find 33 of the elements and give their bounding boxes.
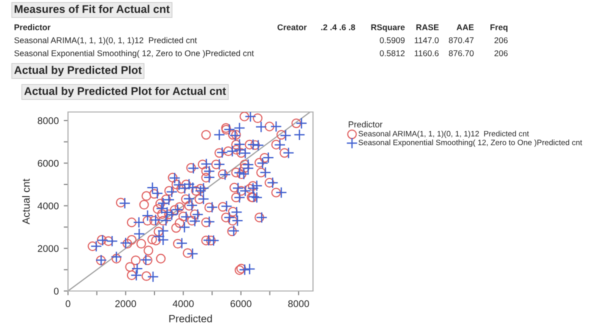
x-tick-label: 8000	[288, 300, 310, 308]
text: Actual by Predicted Plot	[14, 66, 142, 76]
text: 876.70	[448, 50, 474, 56]
text: .2 .4 .6 .8	[321, 24, 356, 30]
text: RSquare	[371, 24, 405, 32]
y-tick-label: 8000	[38, 117, 59, 124]
text: Seasonal Exponential Smoothing( 12, Zero to One )Predicted cnt	[14, 50, 254, 58]
text: 1160.6	[414, 50, 439, 56]
text: 870.47	[448, 37, 474, 44]
y-tick-label: 2000	[38, 245, 59, 252]
text: Freq	[490, 24, 508, 32]
y-axis-title: Actual cnt	[22, 178, 30, 224]
x-tick-label: 4000	[172, 300, 194, 308]
x-tick-label: 6000	[230, 300, 252, 308]
text: Creator	[278, 24, 307, 30]
text: 206	[494, 37, 508, 44]
x-tick-label: 2000	[115, 300, 136, 308]
text: Predictor	[14, 24, 50, 30]
text: 0.5909	[380, 37, 405, 44]
text: Measures of Fit for Actual cnt	[14, 4, 170, 13]
y-tick-label: 6000	[38, 160, 59, 167]
y-tick-label: 4000	[38, 202, 59, 210]
y-tick-label: 0	[54, 288, 59, 295]
text: 206	[494, 50, 508, 56]
text: 0.5812	[380, 50, 405, 56]
text: 1147.0	[414, 37, 439, 44]
chart-title: Actual by Predicted Plot for Actual cnt	[24, 86, 226, 98]
legend-title: Predictor	[348, 121, 382, 128]
x-tick-label: 0	[66, 300, 70, 308]
text: Seasonal ARIMA(1, 1, 1)(0, 1, 1)12 Predicted cnt	[14, 37, 197, 45]
text: AAE	[456, 24, 474, 30]
x-axis-title: Predicted	[169, 314, 212, 322]
text: RASE	[416, 24, 439, 30]
